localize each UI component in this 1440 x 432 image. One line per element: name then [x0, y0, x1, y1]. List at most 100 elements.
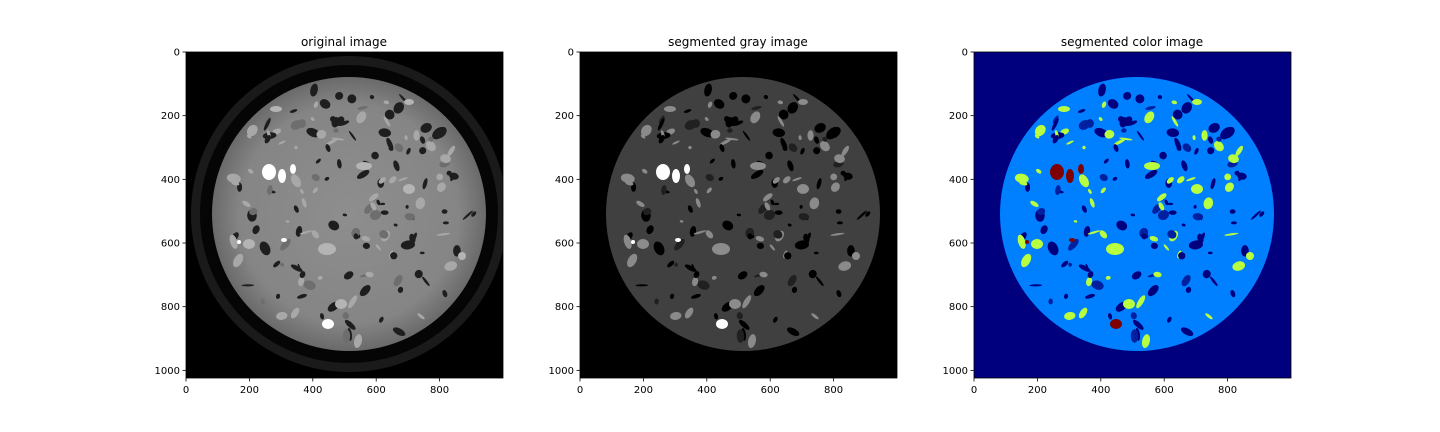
texture-blob — [643, 208, 652, 216]
high-density-grain — [1069, 238, 1075, 242]
texture-blob — [787, 223, 792, 227]
texture-blob — [798, 135, 802, 141]
mid-phase-grain — [1246, 252, 1254, 260]
texture-blob — [799, 205, 803, 209]
texture-blob — [449, 172, 459, 180]
texture-blob — [331, 137, 345, 141]
texture-blob — [303, 280, 316, 290]
axis-ticks: 0 200 400 600 800 0 200 400 600 800 1000 — [943, 48, 1238, 397]
texture-blob — [770, 199, 775, 206]
texture-blob — [669, 293, 675, 299]
mid-phase-grain — [1191, 184, 1203, 194]
texture-blob — [362, 242, 370, 250]
mid-phase-grain — [243, 239, 255, 249]
high-density-grain — [237, 240, 241, 244]
texture-blob — [368, 193, 379, 202]
texture-blob — [1037, 208, 1046, 216]
texture-blob — [772, 128, 786, 138]
mid-phase-grain — [404, 99, 414, 105]
texture-blob — [1259, 211, 1265, 217]
texture-blob — [830, 232, 845, 236]
texture-blob — [315, 158, 321, 164]
texture-blob — [342, 213, 348, 217]
high-density-grain — [716, 319, 728, 329]
texture-blob — [1164, 199, 1169, 206]
y-tick-label: 800 — [555, 302, 574, 313]
y-tick-label: 400 — [949, 175, 968, 186]
panel-color: segmented color image 0 200 400 600 800 0 200 4… — [943, 35, 1292, 397]
x-tick-label: 600 — [761, 385, 780, 396]
texture-blob — [390, 252, 398, 260]
y-tick-label: 1000 — [155, 366, 180, 377]
texture-blob — [1085, 293, 1095, 299]
texture-blob — [1078, 307, 1088, 319]
texture-blob — [1167, 316, 1172, 323]
texture-blob — [1086, 277, 1093, 287]
texture-blob — [356, 111, 367, 124]
texture-blob — [337, 159, 342, 169]
rock-sample — [212, 77, 486, 351]
texture-blob — [1180, 327, 1194, 337]
texture-blob — [297, 119, 306, 128]
texture-blob — [383, 116, 391, 127]
x-tick-label: 800 — [1218, 385, 1237, 396]
x-tick-label: 0 — [577, 385, 583, 396]
texture-blob — [817, 123, 825, 130]
texture-blob — [252, 225, 260, 235]
texture-blob — [436, 182, 446, 192]
texture-blob — [762, 193, 773, 202]
texture-blob — [763, 95, 769, 100]
texture-blob — [1166, 177, 1174, 184]
texture-blob — [736, 329, 745, 343]
high-density-grain — [1050, 164, 1064, 180]
texture-blob — [1130, 329, 1139, 343]
texture-blob — [441, 209, 448, 214]
texture-blob — [774, 210, 783, 215]
axes-frame — [973, 51, 1292, 379]
texture-blob — [1136, 130, 1145, 141]
texture-blob — [1168, 210, 1177, 215]
texture-blob — [1172, 109, 1183, 120]
texture-blob — [342, 329, 351, 343]
texture-blob — [317, 275, 323, 280]
texture-blob — [755, 236, 765, 242]
texture-blob — [700, 127, 714, 138]
texture-blob — [428, 136, 434, 142]
texture-blob — [348, 130, 357, 141]
texture-blob — [393, 160, 400, 172]
x-tick-label: 600 — [367, 385, 386, 396]
texture-blob — [763, 210, 776, 221]
texture-blob — [646, 225, 654, 235]
texture-blob — [765, 151, 773, 160]
texture-blob — [736, 312, 743, 320]
texture-blob — [383, 100, 390, 105]
texture-blob — [1078, 174, 1090, 188]
texture-blob — [285, 220, 290, 223]
texture-blob — [1235, 145, 1244, 157]
texture-blob — [674, 238, 685, 251]
texture-blob — [623, 234, 632, 249]
texture-blob — [787, 274, 797, 287]
texture-blob — [693, 271, 700, 278]
texture-blob — [1181, 274, 1191, 287]
texture-blob — [640, 124, 652, 137]
panel-gray: segmented gray image 0 200 400 600 800 0 200 40… — [549, 35, 898, 396]
texture-blob — [1207, 147, 1215, 155]
texture-blob — [657, 117, 665, 131]
texture-blob — [311, 173, 320, 182]
texture-blob — [1149, 236, 1159, 242]
texture-blob — [316, 129, 327, 139]
texture-blob — [1163, 244, 1170, 251]
texture-blob — [692, 277, 699, 287]
mid-phase-grain — [637, 239, 649, 249]
texture-blob — [1119, 137, 1133, 141]
texture-blob — [741, 94, 751, 104]
texture-blob — [241, 284, 254, 287]
mid-phase-grain — [664, 106, 676, 112]
high-density-grain — [322, 319, 334, 329]
texture-blob — [838, 261, 852, 271]
texture-blob — [1186, 177, 1196, 182]
y-tick-label: 1000 — [943, 366, 968, 377]
texture-blob — [1131, 271, 1142, 280]
mid-phase-grain — [750, 162, 766, 170]
